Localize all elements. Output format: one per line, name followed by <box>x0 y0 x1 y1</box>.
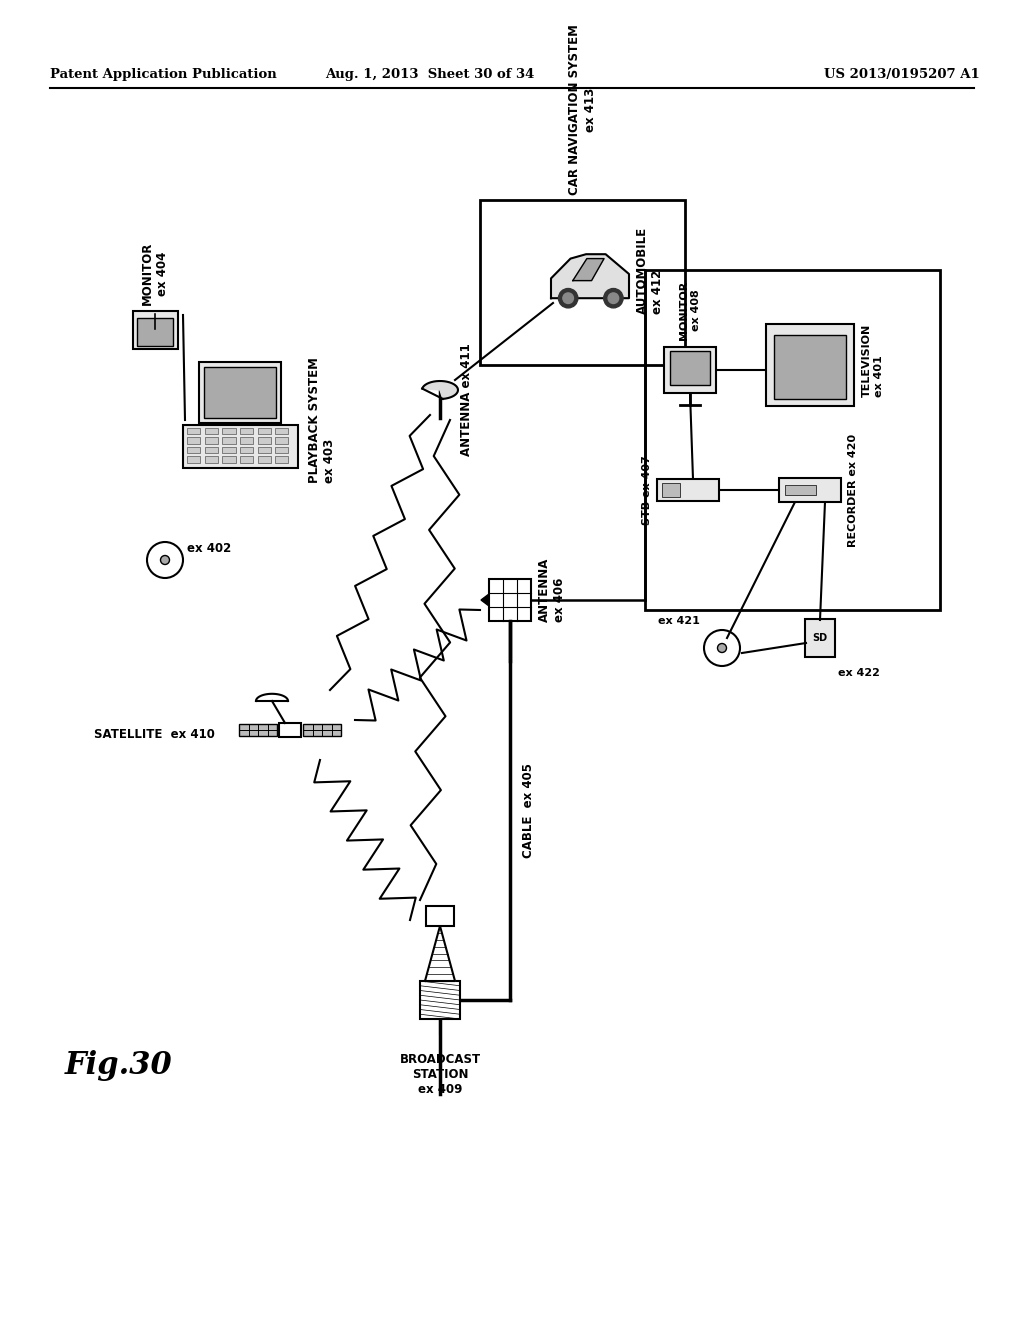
Bar <box>132 312 177 348</box>
Bar <box>205 446 218 453</box>
Text: SATELLITE  ex 410: SATELLITE ex 410 <box>94 729 215 742</box>
Bar <box>222 455 236 462</box>
Bar <box>205 428 218 434</box>
Bar <box>222 428 236 434</box>
Bar <box>199 362 282 424</box>
Bar <box>275 428 289 434</box>
Text: ANTENNA ex 411: ANTENNA ex 411 <box>460 343 473 457</box>
Bar <box>480 201 685 366</box>
Bar <box>670 351 711 384</box>
Text: TELEVISION
ex 401: TELEVISION ex 401 <box>862 323 884 396</box>
Text: ex 421: ex 421 <box>658 616 700 626</box>
Circle shape <box>161 556 170 565</box>
Bar <box>239 723 278 737</box>
Bar <box>205 455 218 462</box>
Circle shape <box>147 543 183 578</box>
Bar <box>258 455 271 462</box>
Bar <box>204 367 276 418</box>
Text: PLAYBACK SYSTEM
ex 403: PLAYBACK SYSTEM ex 403 <box>308 358 336 483</box>
Bar <box>420 981 460 1019</box>
Text: Aug. 1, 2013  Sheet 30 of 34: Aug. 1, 2013 Sheet 30 of 34 <box>326 69 535 81</box>
Text: BROADCAST
STATION
ex 409: BROADCAST STATION ex 409 <box>399 1053 480 1096</box>
Polygon shape <box>481 594 489 606</box>
Bar <box>303 723 341 737</box>
Text: Fig.30: Fig.30 <box>65 1049 173 1081</box>
Bar <box>766 323 854 407</box>
Bar <box>657 479 719 502</box>
Circle shape <box>563 293 573 304</box>
Polygon shape <box>572 259 604 281</box>
Bar <box>805 619 835 657</box>
Polygon shape <box>422 381 458 399</box>
Bar <box>779 478 841 502</box>
Bar <box>240 437 253 444</box>
Bar <box>222 446 236 453</box>
Text: ex 402: ex 402 <box>187 543 231 554</box>
Text: SD: SD <box>812 634 827 643</box>
Bar <box>279 723 301 737</box>
Circle shape <box>718 644 726 652</box>
Text: MONITOR
ex 408: MONITOR ex 408 <box>679 281 700 341</box>
Bar <box>258 446 271 453</box>
Bar <box>187 428 201 434</box>
Text: US 2013/0195207 A1: US 2013/0195207 A1 <box>824 69 980 81</box>
Circle shape <box>608 293 618 304</box>
Bar <box>205 437 218 444</box>
Text: AUTOMOBILE
ex 412: AUTOMOBILE ex 412 <box>636 227 664 314</box>
Bar <box>187 455 201 462</box>
Bar <box>489 579 531 620</box>
Bar <box>258 437 271 444</box>
Bar <box>182 425 298 469</box>
Text: CAR NAVIGATION SYSTEM
ex 413: CAR NAVIGATION SYSTEM ex 413 <box>568 24 597 195</box>
Bar <box>222 437 236 444</box>
Text: STB ex 407: STB ex 407 <box>642 455 652 525</box>
Text: Patent Application Publication: Patent Application Publication <box>50 69 276 81</box>
Text: CABLE  ex 405: CABLE ex 405 <box>522 763 535 858</box>
Bar <box>645 271 940 610</box>
Circle shape <box>558 289 578 308</box>
Bar <box>240 455 253 462</box>
Circle shape <box>705 630 740 667</box>
Bar <box>426 906 454 927</box>
Bar <box>240 428 253 434</box>
Bar <box>240 446 253 453</box>
Bar <box>785 484 816 495</box>
Bar <box>664 347 716 393</box>
Text: ex 422: ex 422 <box>838 668 880 678</box>
Bar <box>662 483 680 498</box>
Bar <box>275 455 289 462</box>
Bar <box>258 428 271 434</box>
Text: RECORDER ex 420: RECORDER ex 420 <box>848 433 858 546</box>
Bar <box>187 437 201 444</box>
Polygon shape <box>425 927 455 981</box>
Text: ANTENNA
ex 406: ANTENNA ex 406 <box>538 558 566 622</box>
Bar <box>275 437 289 444</box>
Bar <box>275 446 289 453</box>
Circle shape <box>604 289 623 308</box>
Text: MONITOR
ex 404: MONITOR ex 404 <box>141 242 169 305</box>
Bar <box>774 335 846 399</box>
Polygon shape <box>551 255 629 298</box>
Bar <box>187 446 201 453</box>
Bar <box>137 318 173 346</box>
